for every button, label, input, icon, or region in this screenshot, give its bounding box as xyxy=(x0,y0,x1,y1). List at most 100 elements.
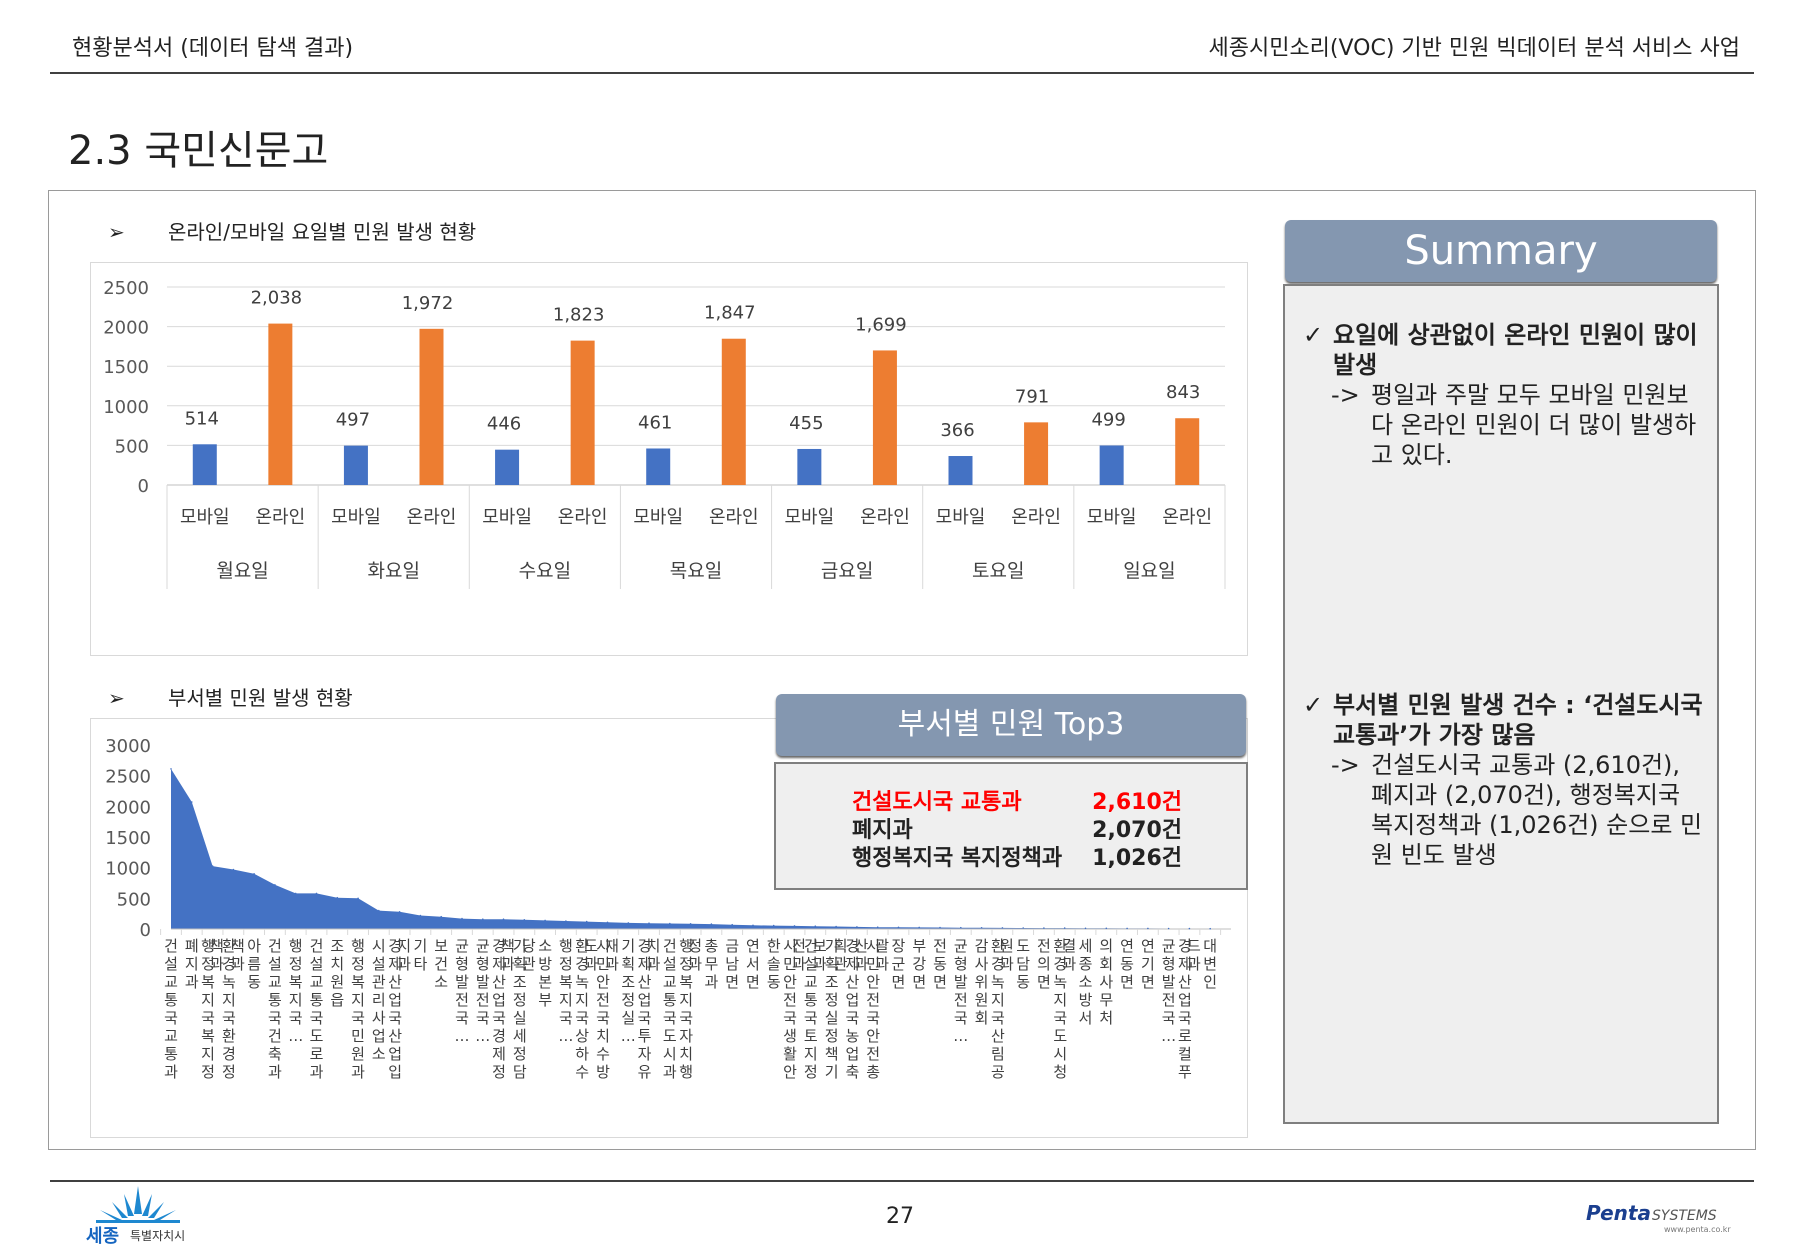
data-point xyxy=(1126,927,1128,930)
data-point xyxy=(980,927,983,929)
summary-box: ✓ 요일에 상관없이 온라인 민원이 많이 발생 -> 평일과 주말 모두 모바일 … xyxy=(1283,284,1719,1124)
bar xyxy=(1099,445,1124,485)
page-title: 2.3 국민신문고 xyxy=(68,128,329,174)
top3-row: 행정복지국 복지정책과 1,026건 xyxy=(852,840,1182,872)
data-label: 1,972 xyxy=(402,293,454,314)
x-tick-label: 환 경 녹 지 국 도 시 청결 과 xyxy=(1053,937,1076,1081)
bar xyxy=(872,350,897,485)
summary-detail: 건설도시국 교통과 (2,610건), 폐지과 (2,070건), 행정복지국 … xyxy=(1371,751,1703,869)
y-tick-label: 0 xyxy=(140,920,151,941)
data-point xyxy=(1188,927,1191,930)
data-point xyxy=(170,768,172,770)
data-point xyxy=(606,921,609,924)
data-label: 791 xyxy=(1015,386,1049,407)
svg-text:www.penta.co.kr: www.penta.co.kr xyxy=(1664,1225,1731,1234)
sub-category-label: 모바일 xyxy=(785,507,835,528)
data-point xyxy=(939,926,941,929)
x-tick-label: 기 획 조 정 실 정 책 기획 관 xyxy=(825,937,848,1081)
y-tick-label: 1000 xyxy=(105,859,151,880)
x-tick-label: 시 민 안 전 국 치 수 방재 과 xyxy=(596,937,619,1081)
data-point xyxy=(960,926,962,929)
x-tick-label: 건 설 교 통 국 토 지 정보 과 xyxy=(804,937,827,1081)
data-label: 455 xyxy=(789,413,823,434)
x-tick-label: 균 형 발 전 국… xyxy=(1161,937,1176,1045)
data-point xyxy=(648,922,650,924)
data-label: 366 xyxy=(940,420,974,441)
sub-category-label: 모바일 xyxy=(1087,507,1137,528)
top3-title: 부서별 민원 Top3 xyxy=(776,694,1246,756)
sub-category-label: 모바일 xyxy=(331,507,381,528)
svg-text:Penta: Penta xyxy=(1586,1201,1651,1225)
x-tick-label: 균 형 발 전 국… xyxy=(454,937,469,1045)
data-point xyxy=(211,865,214,867)
data-point xyxy=(461,917,463,920)
data-point xyxy=(897,926,900,929)
data-label: 461 xyxy=(638,412,672,433)
sub-category-label: 온라인 xyxy=(558,507,608,528)
data-point xyxy=(191,801,193,803)
data-label: 499 xyxy=(1091,409,1125,430)
data-point xyxy=(502,918,505,920)
data-point xyxy=(1084,927,1087,930)
content-panel xyxy=(48,190,1756,1150)
data-point xyxy=(585,920,588,923)
sub-category-label: 온라인 xyxy=(1162,507,1212,528)
top3-value: 2,070건 xyxy=(1092,818,1182,843)
arrow-bullet-icon: ➢ xyxy=(108,686,125,710)
section1-heading: ➢ 온라인/모바일 요일별 민원 발생 현황 xyxy=(108,216,476,245)
bar xyxy=(570,340,595,485)
data-point xyxy=(793,925,796,927)
top3-row: 건설도시국 교통과 2,610건 xyxy=(852,784,1182,816)
x-tick-label: 시 민 안 전 국 생 활 안전 과 xyxy=(783,937,806,1081)
y-tick-label: 1000 xyxy=(103,397,149,418)
x-tick-label: 환 경 녹 지 국 상 하 수도 과 xyxy=(575,937,598,1081)
data-label: 843 xyxy=(1166,382,1200,403)
y-tick-label: 0 xyxy=(138,476,149,497)
bar xyxy=(797,448,822,485)
data-label: 1,823 xyxy=(553,305,605,326)
data-point xyxy=(440,915,443,918)
data-point xyxy=(1209,927,1211,930)
x-tick-label: 행 정 복 지 국… xyxy=(288,937,303,1045)
section2-heading: ➢ 부서별 민원 발생 현황 xyxy=(108,682,353,711)
data-point xyxy=(398,911,401,913)
data-point xyxy=(1043,927,1045,929)
sub-category-label: 모바일 xyxy=(936,507,986,528)
svg-text:SYSTEMS: SYSTEMS xyxy=(1652,1208,1717,1224)
data-point xyxy=(1167,927,1170,930)
header-right-title: 세종시민소리(VOC) 기반 민원 빅데이터 분석 서비스 사업 xyxy=(1208,36,1740,61)
data-point xyxy=(336,896,339,899)
data-point xyxy=(814,925,817,927)
sub-category-label: 온라인 xyxy=(709,507,759,528)
top3-row: 폐지과 2,070건 xyxy=(852,812,1182,844)
x-tick-label: 시 민 안 전 국 안 전 총괄 과 xyxy=(866,937,889,1081)
bar xyxy=(1024,422,1049,485)
data-point xyxy=(274,884,276,886)
svg-text:세종: 세종 xyxy=(86,1226,119,1244)
y-tick-label: 2000 xyxy=(105,797,151,818)
summary-title: Summary xyxy=(1285,220,1717,282)
sub-category-label: 모바일 xyxy=(180,507,230,528)
pentasystems-wordmark-icon: Penta SYSTEMS www.penta.co.kr xyxy=(1586,1201,1731,1234)
data-point xyxy=(378,909,380,912)
bar xyxy=(1175,418,1200,485)
x-tick-label: 환 경 녹 지 국 환 경 정책 과 xyxy=(222,937,245,1081)
x-tick-label: 경 제 산 업 국 경 제 정책 과 xyxy=(492,937,515,1081)
x-tick-label: 기 획 조 정 실 세 정 담당 관 xyxy=(513,937,536,1081)
top3-value: 2,610건 xyxy=(1092,790,1182,815)
